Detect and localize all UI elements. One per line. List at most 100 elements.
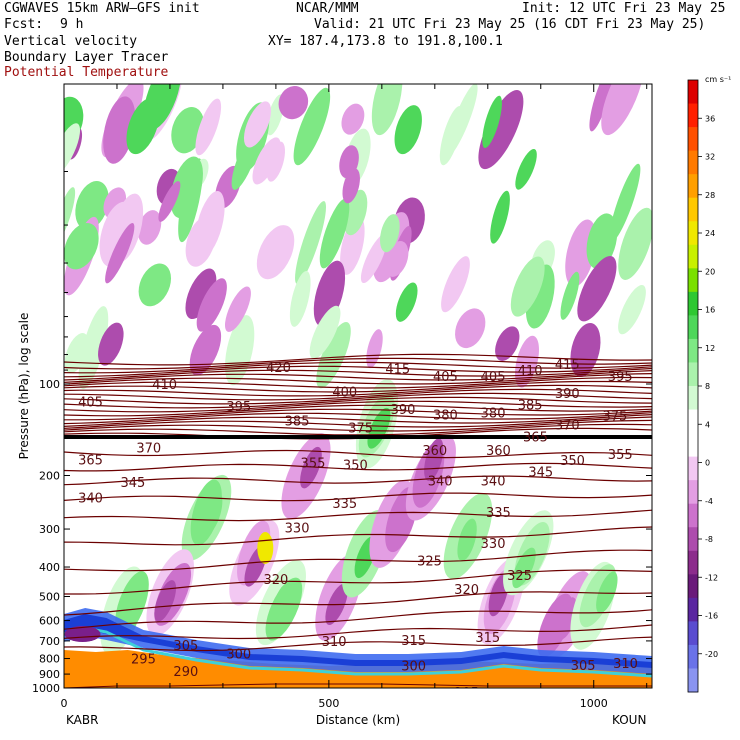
colorbar-segment [688,174,698,199]
theta-label: 370 [555,419,580,434]
colorbar-tick-label: 32 [705,153,715,162]
theta-contour [64,400,652,413]
updraft-region [126,98,160,155]
downdraft-region [478,90,524,170]
theta-contour [64,624,652,640]
theta-label: 385 [285,415,310,430]
colorbar-tick-label: -20 [705,650,718,659]
theta-label: 375 [348,421,373,436]
colorbar-segment [688,621,698,646]
updraft-region [316,321,351,389]
colorbar: 36 32 28 24 20 16 12 8 4 0 -4 -8 -12 -16 -20 [687,79,718,693]
x-tick-label: 500 [318,697,339,710]
theta-label: 360 [422,444,447,459]
downdraft-region [196,278,227,332]
theta-label: 395 [608,370,633,385]
updraft-core [596,571,618,614]
field-vertical-velocity: Vertical velocity [4,34,138,49]
theta-label: 410 [152,378,177,393]
strong-updraft [257,532,274,564]
colorbar-segment [688,550,698,575]
theta-label: 315 [475,631,500,646]
colorbar-tick-label: 8 [705,382,710,391]
inversion-core [64,614,652,668]
theta-label: 335 [332,497,357,512]
updraft-region [64,123,81,175]
x-tick-label: 0 [61,697,68,710]
updraft-region [394,105,422,155]
theta-contour [64,492,652,502]
theta-labels: 420 415 415 410 410 405 405 405 400 395 395 390 390 3… [78,358,638,701]
theta-label: 345 [528,465,553,480]
init-time: Init: 12 UTC Fri 23 May 25 [522,1,726,16]
colorbar-tick-label: -4 [705,497,713,506]
downdraft-region [195,98,222,156]
theta-contour [64,353,652,366]
downdraft-region [224,286,251,332]
theta-label: 330 [481,537,506,552]
colorbar-segment [688,433,698,458]
theta-contour [64,591,652,616]
downdraft-region [266,141,286,182]
updraft-region [618,284,646,335]
y-tick-label: 600 [39,615,60,628]
theta-label: 295 [454,686,479,701]
colorbar-segment [688,527,698,552]
theta-label: 385 [518,399,543,414]
theta-label: 375 [603,410,628,425]
downdraft-region [256,225,295,280]
theta-contour [64,404,652,417]
theta-label: 365 [78,453,103,468]
theta-label: 335 [486,506,511,521]
theta-contour [64,396,652,409]
updraft-region [510,256,545,317]
updraft-region [371,84,403,136]
updraft-region [490,190,510,244]
theta-contour [64,408,652,421]
theta-label: 310 [322,635,347,650]
theta-label: 355 [301,456,326,471]
colorbar-tick-label: 24 [705,229,715,238]
updraft-region [609,163,641,243]
theta-contour [64,384,652,397]
theta-label: 415 [385,363,410,378]
x-axis-label: Distance (km) [316,713,400,727]
theta-label: 320 [454,583,479,598]
downdraft-region [589,84,614,132]
colorbar-tick-label: -12 [705,573,718,582]
updraft-region [138,263,172,307]
updraft-region [380,214,400,253]
plot-frame [63,83,653,689]
theta-label: 290 [173,665,198,680]
theta-label: 380 [481,406,506,421]
colorbar-segment [688,103,698,128]
theta-contour [64,423,652,436]
theta-label: 340 [78,491,103,506]
theta-label: 330 [285,521,310,536]
theta-contour [64,412,652,425]
theta-label: 405 [433,370,458,385]
updraft-region [309,305,341,359]
updraft-region [319,198,350,269]
colorbar-segment [688,480,698,505]
theta-contour [64,388,652,401]
y-tick-label: 400 [39,561,60,574]
theta-contour [64,609,652,630]
colorbar-segment [688,503,698,528]
y-tick-label: 700 [39,635,60,648]
colorbar-segment [688,315,698,340]
theta-label: 315 [401,634,426,649]
theta-label: 390 [391,403,416,418]
downdraft-region [455,308,486,349]
left-station: KABR [66,713,98,727]
theta-contour [64,373,652,385]
colorbar-segment [688,409,698,434]
theta-label: 310 [613,657,638,672]
downdraft-region [137,210,162,245]
theta-label: 320 [263,573,288,588]
updraft-region [289,270,311,327]
downdraft-region [278,86,309,120]
downdraft-region [441,256,470,313]
updraft-region [293,87,331,166]
tracer-edge [64,626,652,678]
